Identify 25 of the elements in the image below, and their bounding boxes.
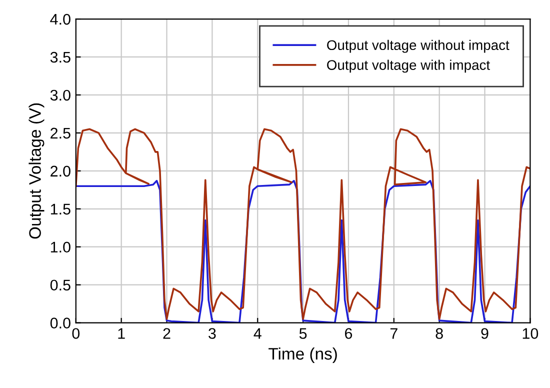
x-tick-label: 3 (208, 328, 216, 339)
x-tick-label: 10 (522, 328, 538, 339)
legend-label: Output voltage with impact (327, 60, 490, 73)
x-tick-label: 2 (163, 328, 170, 339)
y-tick-label: 2.5 (50, 128, 70, 139)
y-tick-label: 0.0 (50, 318, 70, 328)
x-tick-label: 6 (345, 328, 352, 339)
x-tick-label: 1 (118, 328, 125, 339)
x-tick-label: 5 (299, 328, 307, 339)
legend-label: Output voltage without impact (327, 40, 510, 53)
y-tick-label: 4.0 (50, 14, 70, 25)
y-tick-label: 1.5 (50, 204, 70, 215)
y-tick-label: 0.5 (50, 280, 70, 291)
x-tick-label: 0 (72, 328, 80, 339)
y-tick-label: 1.0 (50, 242, 70, 253)
line-series (76, 128, 530, 320)
x-tick-label: 9 (481, 328, 488, 339)
y-tick-label: 3.5 (50, 52, 70, 63)
x-axis-title: Time (ns) (268, 347, 337, 364)
y-axis-title: Output Voltage (V) (28, 103, 44, 239)
y-tick-label: 3.0 (50, 90, 70, 101)
x-tick-label: 8 (436, 328, 443, 339)
y-tick-label: 2.0 (50, 166, 70, 177)
x-tick-label: 4 (254, 328, 262, 339)
x-tick-label: 7 (390, 328, 398, 339)
